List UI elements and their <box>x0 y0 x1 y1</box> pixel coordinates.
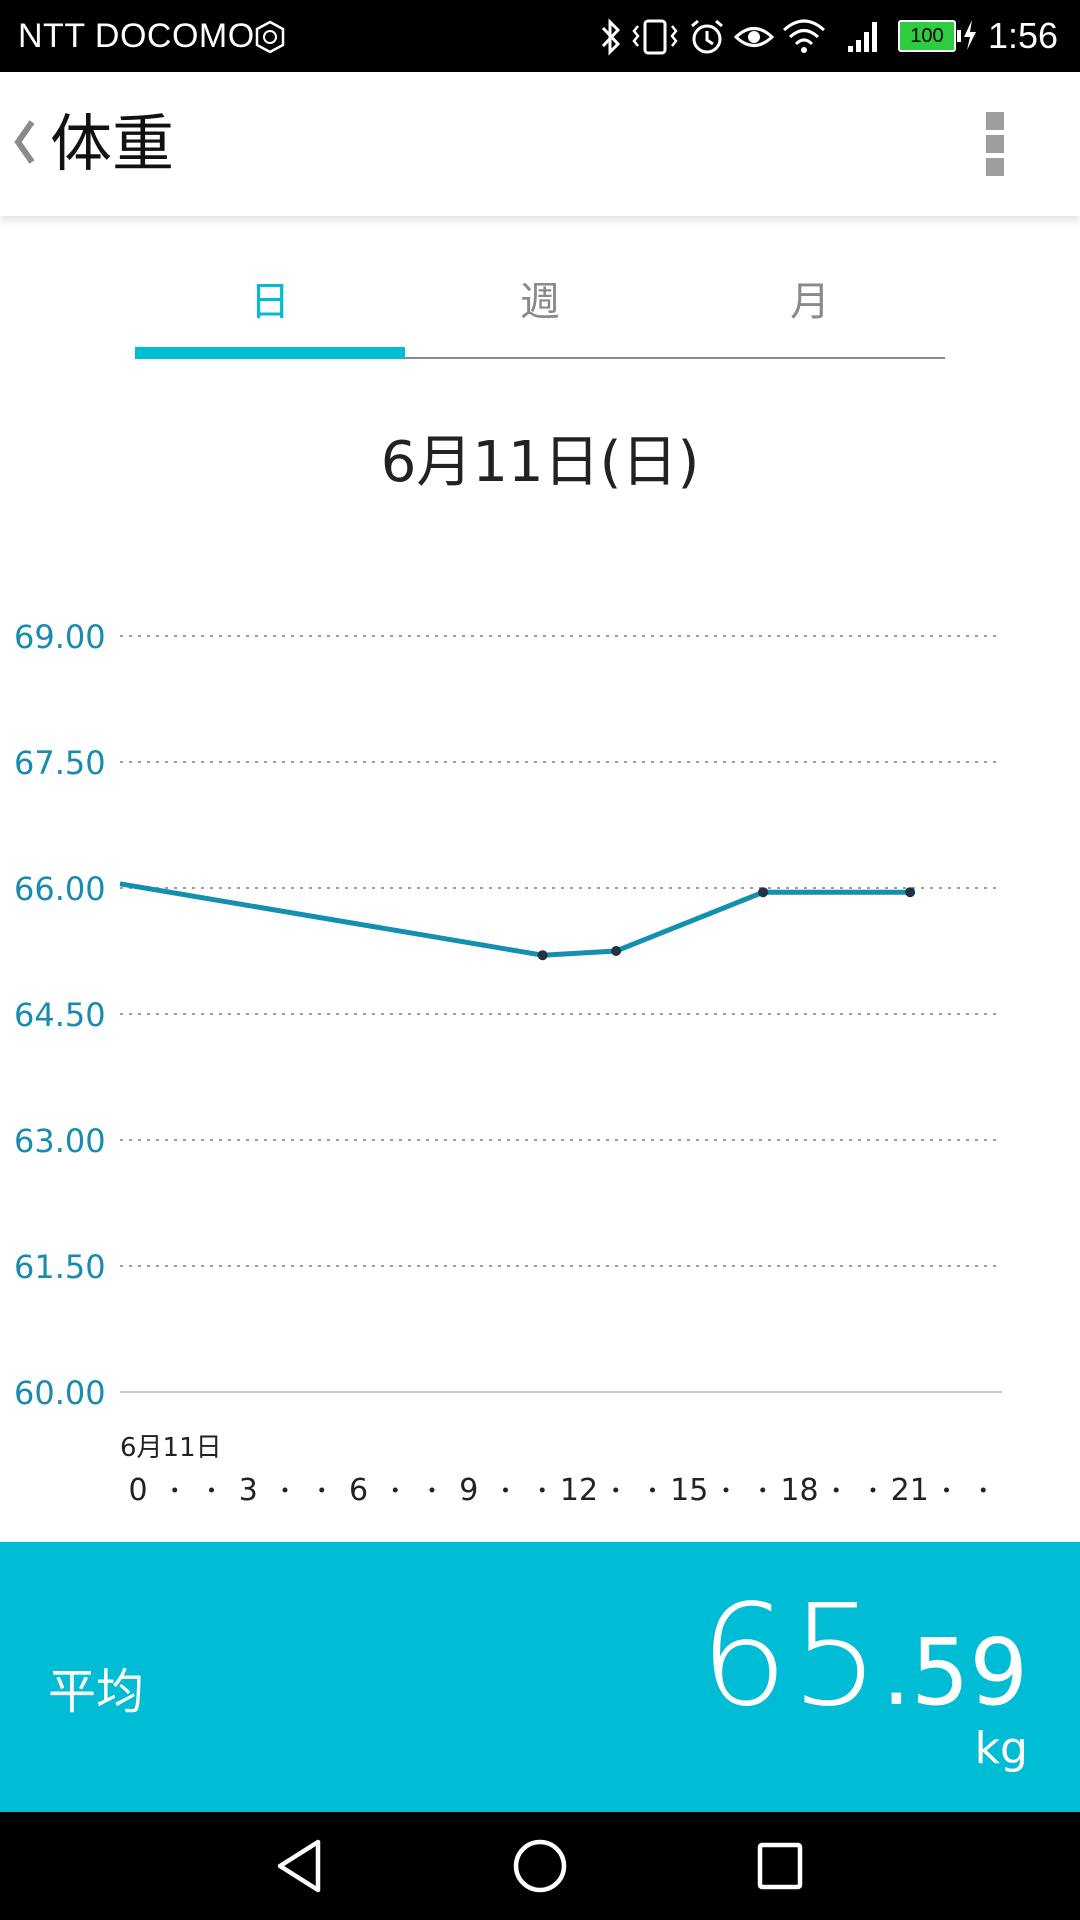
x-tick-label: 15 <box>670 1473 708 1508</box>
x-tick-label: 9 <box>459 1473 478 1508</box>
nav-back-icon[interactable] <box>272 1836 328 1896</box>
bluetooth-icon <box>601 18 621 56</box>
y-tick-label: 69.00 <box>14 618 106 656</box>
x-tick-dot <box>392 1487 398 1493</box>
alarm-icon <box>691 19 723 54</box>
x-tick-dot <box>870 1487 876 1493</box>
x-tick-dot <box>209 1487 214 1493</box>
x-tick-dot <box>760 1487 766 1493</box>
tab-divider <box>135 357 945 359</box>
page-title: 体重 <box>50 107 175 180</box>
y-tick-label: 67.50 <box>14 744 106 782</box>
x-tick-label: 12 <box>560 1473 598 1508</box>
period-tabs: 日 週 月 <box>135 260 945 360</box>
carrier-logo-icon <box>255 20 285 54</box>
signal-icon <box>848 22 877 52</box>
x-tick-label: 6 <box>349 1473 368 1508</box>
average-value: 65.59 <box>700 1582 1028 1732</box>
x-tick-dot <box>172 1487 178 1493</box>
status-bar: NTT DOCOMO 100 1:56 <box>0 0 1080 72</box>
app-bar: 体重 <box>0 72 1080 216</box>
average-label: 平均 <box>48 1664 145 1720</box>
x-tick-label: 21 <box>891 1473 929 1508</box>
y-tick-label: 66.00 <box>14 870 106 908</box>
x-tick-dot <box>282 1487 288 1493</box>
nav-home-icon[interactable] <box>511 1836 569 1896</box>
average-value-integer: 65 <box>699 1575 882 1738</box>
average-summary: 平均 65.59 kg <box>0 1542 1080 1812</box>
tab-month[interactable]: 月 <box>790 279 830 325</box>
y-tick-label: 61.50 <box>14 1248 106 1286</box>
data-point <box>758 887 769 898</box>
x-tick-dot <box>944 1487 949 1493</box>
weight-chart: 69.00 67.50 66.00 64.50 63.00 61.50 60.00 6月11日… <box>14 618 1002 1508</box>
x-tick-label: 3 <box>239 1473 258 1508</box>
x-tick-dot <box>319 1487 325 1493</box>
x-tick-dot <box>503 1487 508 1493</box>
navigation-bar <box>0 1812 1080 1920</box>
wifi-icon <box>782 19 826 53</box>
chevron-left-icon[interactable] <box>10 118 38 166</box>
data-point <box>537 950 548 961</box>
x-tick-dot <box>539 1487 545 1493</box>
x-date-label: 6月11日 <box>120 1433 222 1463</box>
y-tick-label: 63.00 <box>14 1122 106 1160</box>
eye-icon <box>734 27 774 47</box>
overflow-menu-icon[interactable] <box>986 112 1006 176</box>
x-tick-dot <box>980 1487 986 1493</box>
y-tick-label: 60.00 <box>14 1374 106 1412</box>
clock: 1:56 <box>988 15 1059 56</box>
tab-indicator <box>135 347 405 359</box>
tab-day[interactable]: 日 <box>250 279 290 325</box>
vibrate-icon <box>632 19 678 55</box>
x-tick-label: 18 <box>780 1473 818 1508</box>
x-tick-label: 0 <box>128 1473 147 1508</box>
data-point <box>611 946 622 956</box>
tab-week[interactable]: 週 <box>520 279 560 325</box>
x-tick-dot <box>833 1487 839 1493</box>
series-line <box>119 881 911 958</box>
nav-recents-icon[interactable] <box>752 1836 808 1896</box>
x-tick-dot <box>723 1487 729 1493</box>
charging-icon <box>964 20 976 50</box>
x-tick-dot <box>650 1487 655 1493</box>
average-value-decimal: .59 <box>881 1619 1028 1726</box>
x-tick-dot <box>429 1487 435 1493</box>
carrier-label: NTT DOCOMO <box>18 17 255 55</box>
data-point <box>905 887 916 898</box>
unit-label: kg <box>974 1723 1028 1774</box>
date-title: 6月11日(日) <box>380 430 700 495</box>
y-tick-label: 64.50 <box>14 996 106 1034</box>
x-tick-dot <box>613 1487 619 1493</box>
battery-icon: 100 <box>898 20 961 52</box>
